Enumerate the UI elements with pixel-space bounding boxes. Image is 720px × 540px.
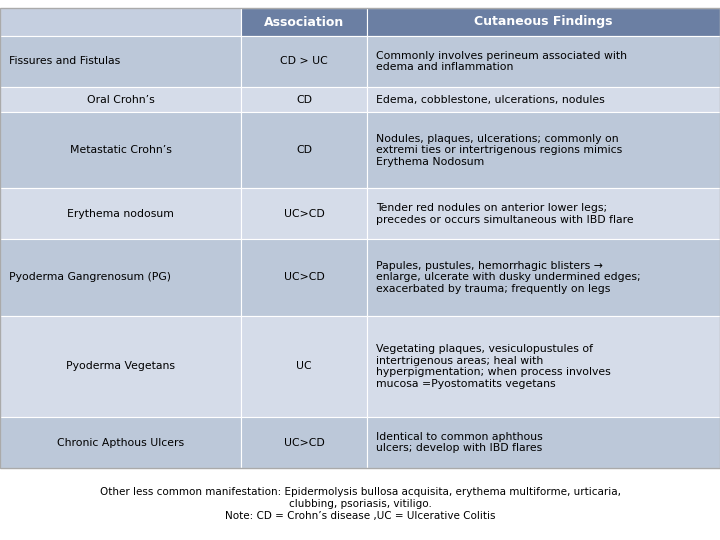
FancyBboxPatch shape — [367, 239, 720, 315]
Text: Erythema nodosum: Erythema nodosum — [67, 209, 174, 219]
FancyBboxPatch shape — [367, 36, 720, 87]
FancyBboxPatch shape — [241, 87, 367, 112]
FancyBboxPatch shape — [0, 112, 241, 188]
FancyBboxPatch shape — [0, 87, 241, 112]
Text: Oral Crohn’s: Oral Crohn’s — [86, 94, 155, 105]
Text: UC>CD: UC>CD — [284, 209, 325, 219]
FancyBboxPatch shape — [0, 36, 241, 87]
Text: Edema, cobblestone, ulcerations, nodules: Edema, cobblestone, ulcerations, nodules — [376, 94, 605, 105]
Text: Fissures and Fistulas: Fissures and Fistulas — [9, 56, 120, 66]
FancyBboxPatch shape — [0, 8, 241, 36]
FancyBboxPatch shape — [241, 239, 367, 315]
Text: Pyoderma Gangrenosum (PG): Pyoderma Gangrenosum (PG) — [9, 272, 171, 282]
Text: Cutaneous Findings: Cutaneous Findings — [474, 16, 613, 29]
FancyBboxPatch shape — [241, 8, 367, 36]
Text: CD: CD — [296, 94, 312, 105]
FancyBboxPatch shape — [241, 188, 367, 239]
FancyBboxPatch shape — [0, 239, 241, 315]
Text: UC>CD: UC>CD — [284, 437, 325, 448]
FancyBboxPatch shape — [0, 468, 720, 540]
FancyBboxPatch shape — [367, 87, 720, 112]
FancyBboxPatch shape — [0, 188, 241, 239]
FancyBboxPatch shape — [367, 112, 720, 188]
FancyBboxPatch shape — [0, 417, 241, 468]
Text: Other less common manifestation: Epidermolysis bullosa acquisita, erythema multi: Other less common manifestation: Epiderm… — [99, 488, 621, 521]
Text: Nodules, plaques, ulcerations; commonly on
extremi ties or intertrigenous region: Nodules, plaques, ulcerations; commonly … — [376, 134, 622, 167]
FancyBboxPatch shape — [241, 315, 367, 417]
Text: CD > UC: CD > UC — [280, 56, 328, 66]
Text: Commonly involves perineum associated with
edema and inflammation: Commonly involves perineum associated wi… — [376, 51, 627, 72]
FancyBboxPatch shape — [0, 315, 241, 417]
Text: Metastatic Crohn’s: Metastatic Crohn’s — [70, 145, 171, 156]
Text: Association: Association — [264, 16, 344, 29]
Text: UC: UC — [297, 361, 312, 372]
Text: Chronic Apthous Ulcers: Chronic Apthous Ulcers — [57, 437, 184, 448]
FancyBboxPatch shape — [367, 8, 720, 36]
FancyBboxPatch shape — [241, 112, 367, 188]
FancyBboxPatch shape — [241, 36, 367, 87]
FancyBboxPatch shape — [367, 188, 720, 239]
Text: UC>CD: UC>CD — [284, 272, 325, 282]
Text: Identical to common aphthous
ulcers; develop with IBD flares: Identical to common aphthous ulcers; dev… — [376, 432, 543, 454]
Text: Vegetating plaques, vesiculopustules of
intertrigenous areas; heal with
hyperpig: Vegetating plaques, vesiculopustules of … — [376, 344, 611, 389]
FancyBboxPatch shape — [367, 417, 720, 468]
FancyBboxPatch shape — [367, 315, 720, 417]
Text: Pyoderma Vegetans: Pyoderma Vegetans — [66, 361, 175, 372]
FancyBboxPatch shape — [241, 417, 367, 468]
Text: Tender red nodules on anterior lower legs;
precedes or occurs simultaneous with : Tender red nodules on anterior lower leg… — [376, 203, 634, 225]
Text: Papules, pustules, hemorrhagic blisters →
enlarge, ulcerate with dusky undermine: Papules, pustules, hemorrhagic blisters … — [376, 261, 641, 294]
Text: CD: CD — [296, 145, 312, 156]
